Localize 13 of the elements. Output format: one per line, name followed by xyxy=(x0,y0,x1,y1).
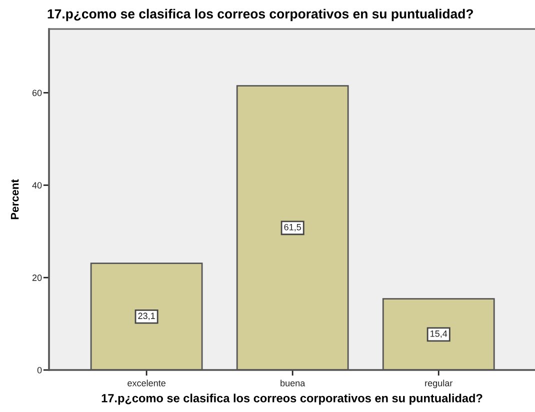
chart-title: 17.p¿como se clasifica los correos corporativos en su puntualidad? xyxy=(48,8,473,22)
y-tick-label: 20 xyxy=(32,274,42,281)
data-label: 15,4 xyxy=(430,330,448,338)
x-tick-label: excelente xyxy=(128,380,166,386)
x-tick-label: buena xyxy=(280,380,306,386)
y-tick-label: 60 xyxy=(32,90,42,96)
x-tick-label: regular xyxy=(425,380,453,388)
data-label: 23,1 xyxy=(138,312,155,320)
y-axis-title: Percent xyxy=(10,179,19,220)
y-tick-label: 0 xyxy=(37,366,42,374)
x-axis-title: 17.p¿como se clasifica los correos corporativos en su puntualidad? xyxy=(102,394,482,405)
data-label: 61,5 xyxy=(284,224,301,232)
y-tick-label: 40 xyxy=(32,182,42,189)
